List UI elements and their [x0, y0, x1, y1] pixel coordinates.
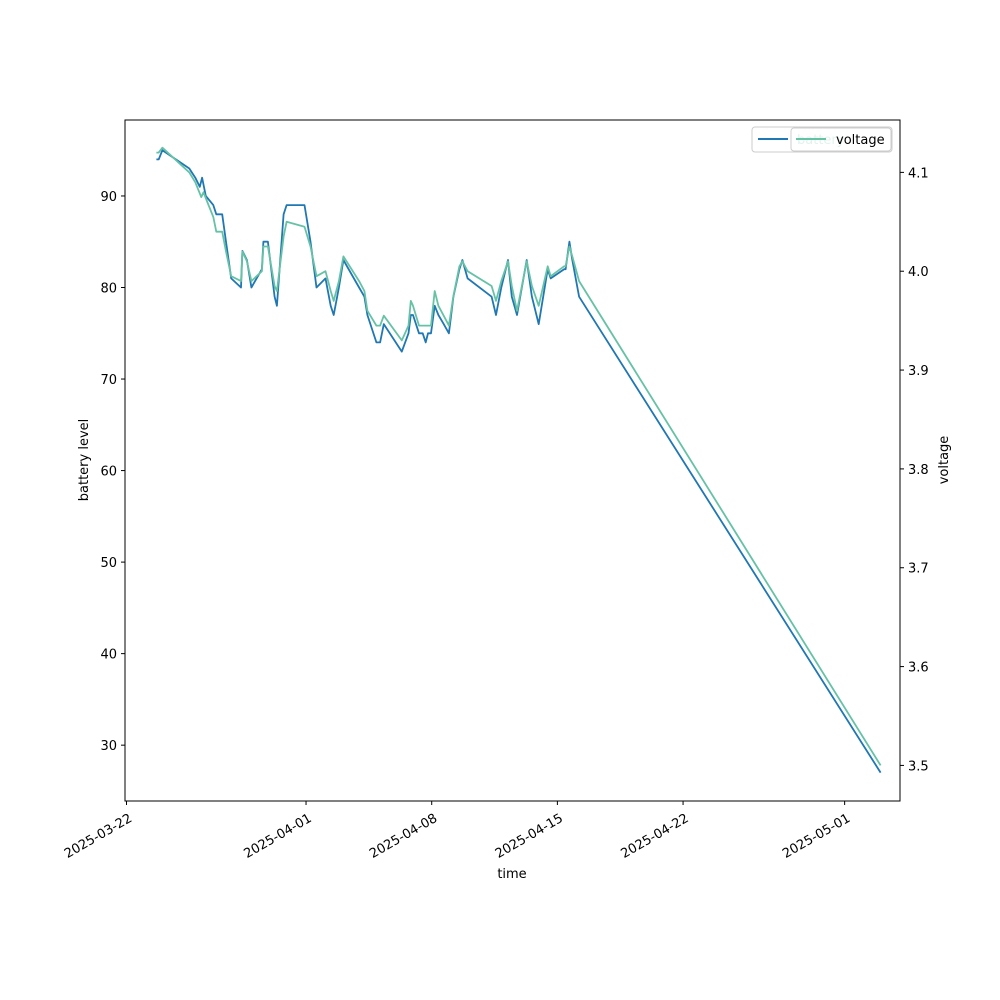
x-axis-label: time: [497, 867, 526, 882]
y-right-tick-label: 3.8: [908, 463, 929, 478]
y-left-tick-label: 50: [100, 556, 117, 571]
series-line-battery: [156, 149, 882, 774]
y-left-tick-label: 80: [100, 282, 117, 297]
y-axis-left: 30 40 50 60 70 80 90: [100, 190, 125, 754]
plot-frame: [124, 119, 901, 802]
y-right-tick-label: 3.5: [908, 759, 929, 774]
series-line-voltage: [156, 146, 882, 766]
y-axis-left-label: battery level: [77, 419, 92, 502]
y-right-tick-label: 3.9: [908, 364, 929, 379]
y-right-tick-label: 3.7: [908, 562, 929, 577]
legend: battery voltage: [751, 126, 893, 153]
y-left-tick-label: 60: [100, 465, 117, 480]
legend-label-voltage: voltage: [836, 133, 885, 148]
y-left-tick-label: 70: [100, 373, 117, 388]
y-right-tick-label: 4.0: [908, 265, 929, 280]
y-axis-right-label: voltage: [937, 436, 952, 485]
y-right-tick-label: 4.1: [908, 166, 929, 181]
legend-box-voltage: [790, 127, 892, 152]
y-axis-right: 3.5 3.6 3.7 3.8 3.9 4.0 4.1: [900, 166, 929, 774]
y-right-tick-label: 3.6: [908, 661, 929, 676]
y-left-tick-label: 30: [100, 739, 117, 754]
y-left-tick-label: 90: [100, 190, 117, 205]
y-left-tick-label: 40: [100, 648, 117, 663]
plot-lines: [156, 146, 882, 774]
